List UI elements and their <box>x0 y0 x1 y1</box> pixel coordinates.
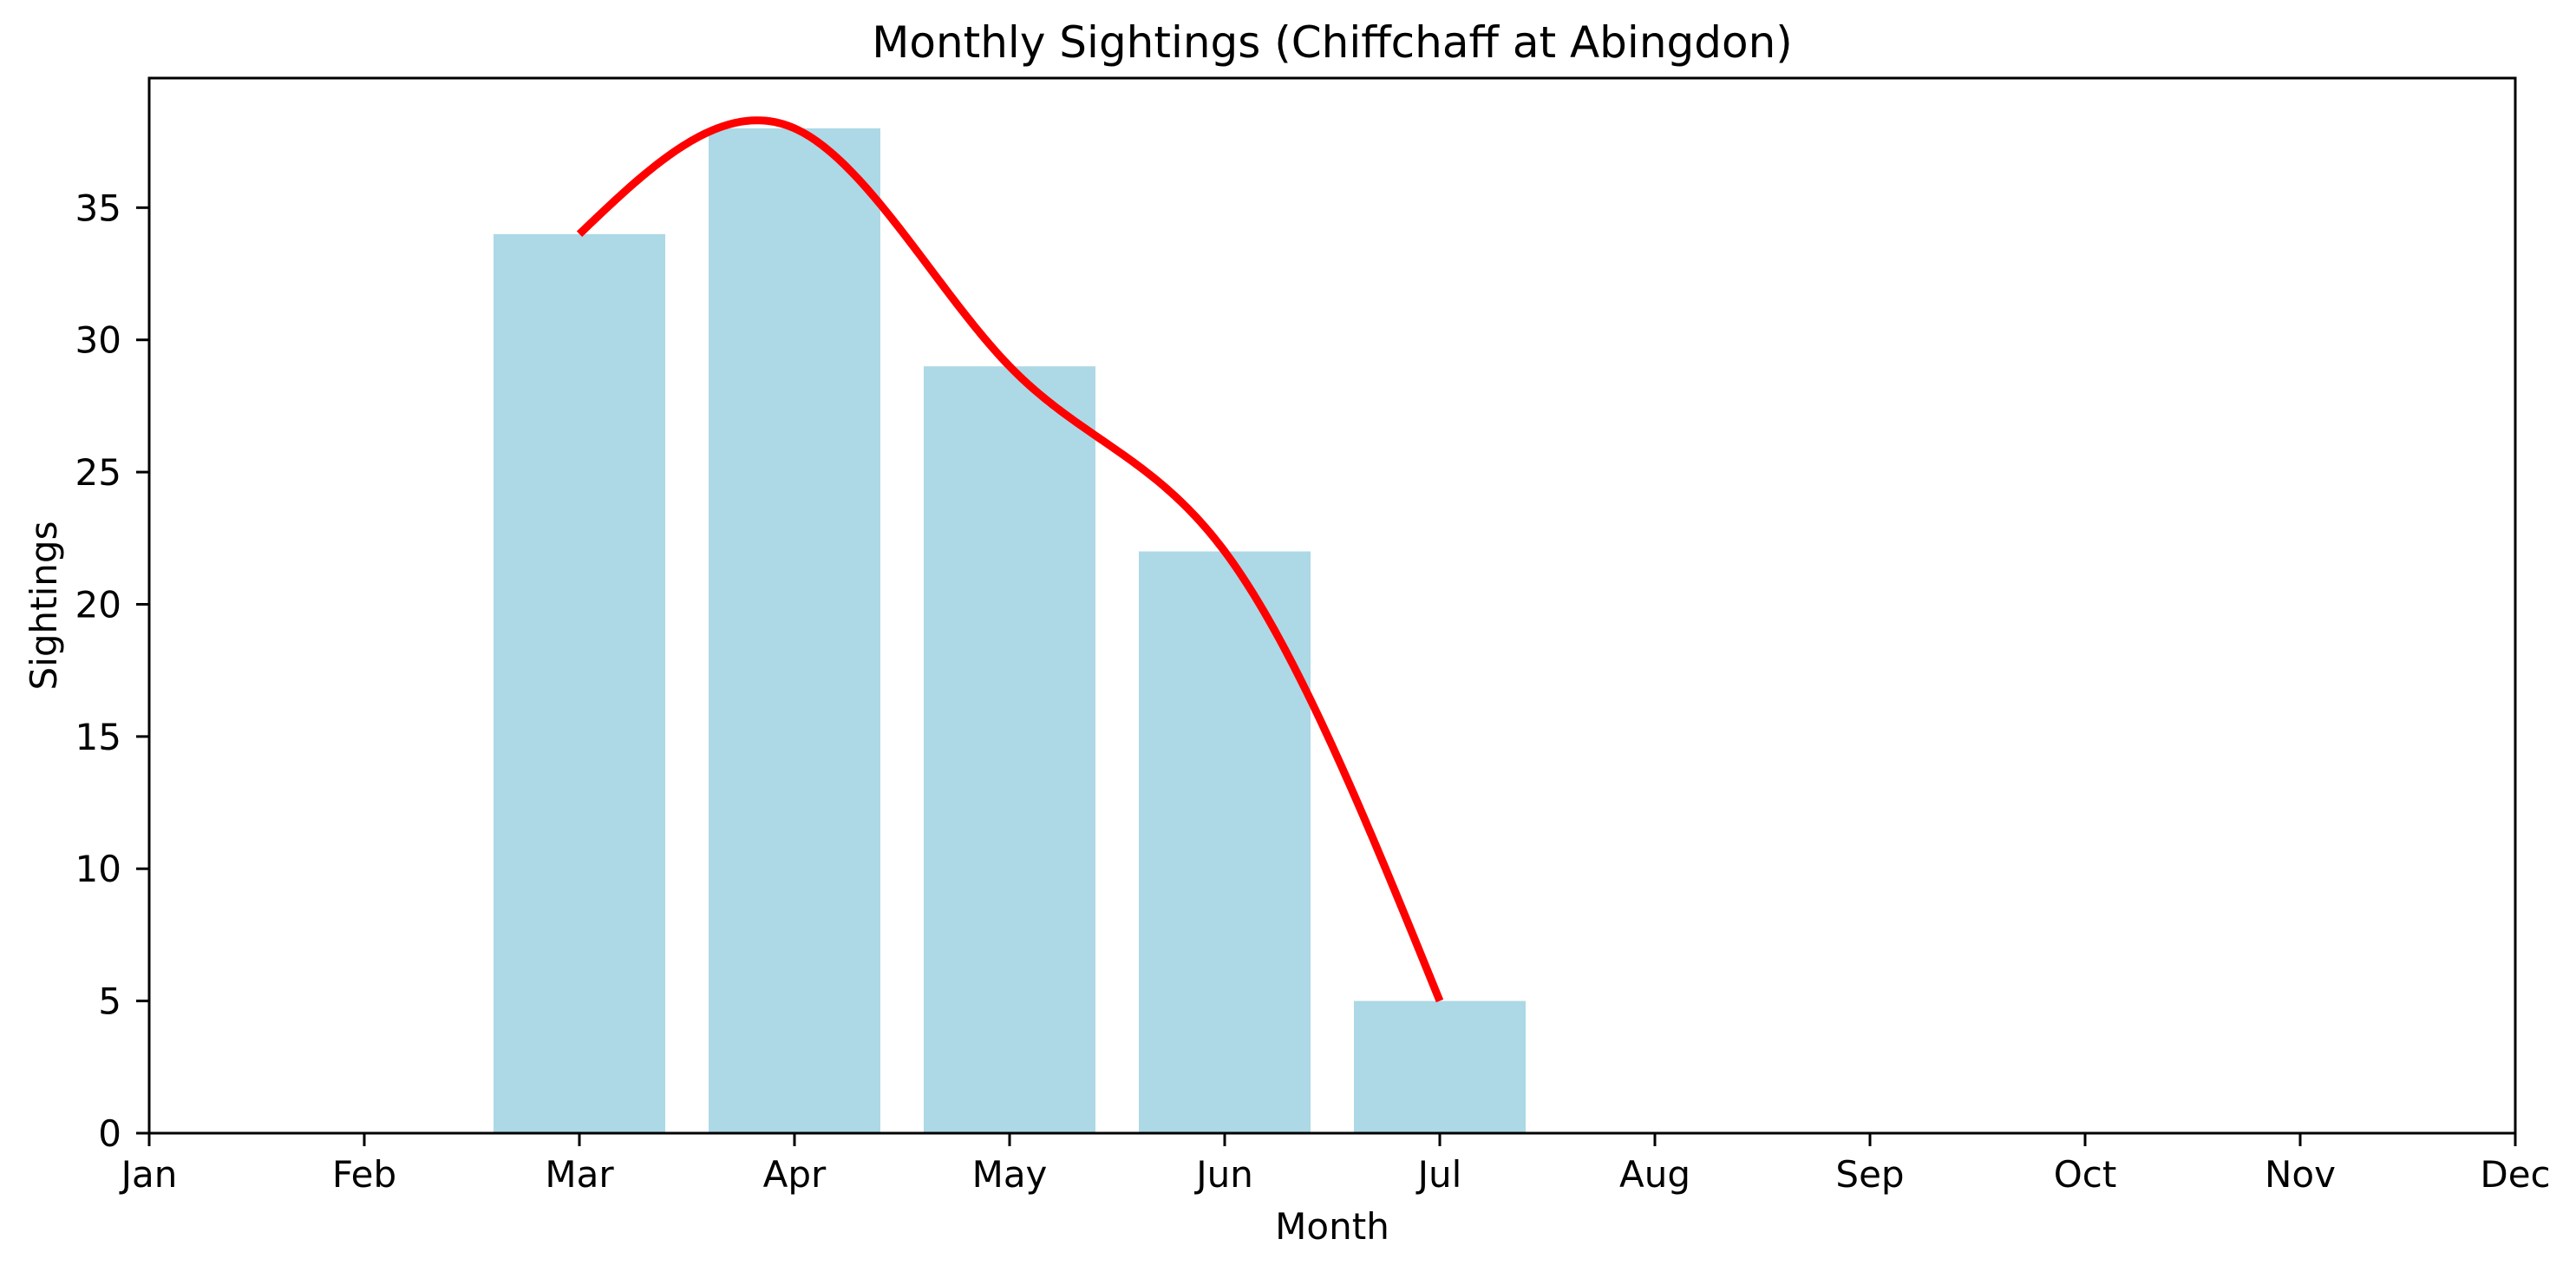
y-axis: 0 5 10 15 20 25 30 35 <box>75 187 149 1155</box>
y-tick-label-25: 25 <box>75 451 121 494</box>
x-tick-label-dec: Dec <box>2480 1153 2550 1196</box>
x-tick-label-sep: Sep <box>1835 1153 1904 1196</box>
y-tick-label-15: 15 <box>75 716 121 758</box>
bar-jun <box>1139 551 1311 1133</box>
bar-jul <box>1354 1000 1526 1133</box>
bar-apr <box>709 128 880 1133</box>
y-tick-label-0: 0 <box>98 1112 121 1155</box>
y-tick-label-10: 10 <box>75 848 121 890</box>
x-tick-label-oct: Oct <box>2054 1153 2117 1196</box>
x-tick-label-apr: Apr <box>763 1153 827 1196</box>
x-tick-label-feb: Feb <box>332 1153 396 1196</box>
bar-may <box>924 366 1095 1133</box>
y-tick-label-35: 35 <box>75 187 121 229</box>
trend-line <box>576 116 1444 1003</box>
plot-border <box>147 76 2517 1135</box>
y-tick-label-30: 30 <box>75 319 121 362</box>
y-axis-label: Sightings <box>23 521 65 691</box>
x-axis-label: Month <box>1275 1205 1389 1248</box>
chart-title: Monthly Sightings (Chiffchaff at Abingdo… <box>872 17 1793 68</box>
y-tick-label-20: 20 <box>75 583 121 626</box>
x-tick-label-jan: Jan <box>119 1153 178 1196</box>
bar-mar <box>494 233 665 1133</box>
y-tick-label-5: 5 <box>98 980 121 1023</box>
x-tick-label-jul: Jul <box>1415 1153 1462 1196</box>
bars-group <box>494 128 1526 1133</box>
x-axis: Jan Feb Mar Apr May Jun Jul Aug Sep Oct Nov Dec <box>119 1133 2551 1196</box>
x-tick-label-nov: Nov <box>2265 1153 2336 1196</box>
x-tick-label-may: May <box>972 1153 1048 1196</box>
x-tick-label-aug: Aug <box>1619 1153 1690 1196</box>
x-tick-label-mar: Mar <box>545 1153 614 1196</box>
x-tick-label-jun: Jun <box>1193 1153 1253 1196</box>
